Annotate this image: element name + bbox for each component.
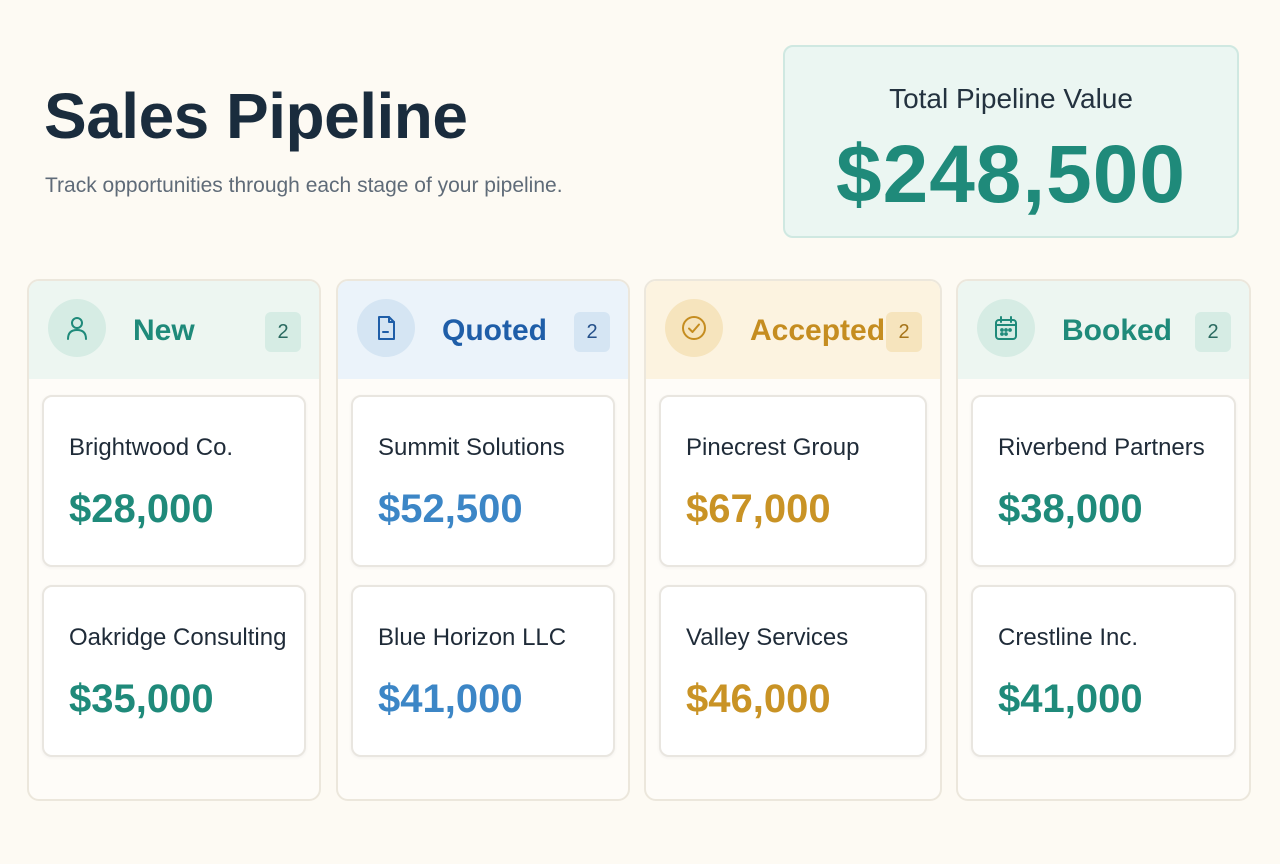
- page-subtitle: Track opportunities through each stage o…: [45, 174, 563, 197]
- column-title: Booked: [1062, 314, 1173, 347]
- deal-name: Blue Horizon LLC: [378, 624, 567, 651]
- document-icon: [357, 299, 415, 357]
- pipeline-column-new: New 2 Brightwood Co. $28,000 Oakridge Co…: [27, 279, 321, 801]
- total-pipeline-card: Total Pipeline Value $248,500: [783, 45, 1239, 238]
- column-title: New: [133, 314, 195, 347]
- deal-name: Brightwood Co.: [69, 434, 234, 461]
- column-count-badge: 2: [1195, 312, 1231, 352]
- deal-card[interactable]: Crestline Inc. $41,000: [971, 585, 1236, 757]
- page-title: Sales Pipeline: [44, 80, 468, 152]
- deal-card[interactable]: Brightwood Co. $28,000: [42, 395, 306, 567]
- total-pipeline-label: Total Pipeline Value: [889, 83, 1133, 114]
- deal-card[interactable]: Oakridge Consulting $35,000: [42, 585, 306, 757]
- column-title: Quoted: [442, 314, 547, 347]
- deal-value: $41,000: [378, 677, 523, 721]
- deal-card[interactable]: Blue Horizon LLC $41,000: [351, 585, 615, 757]
- deal-name: Crestline Inc.: [998, 624, 1139, 651]
- deal-value: $35,000: [69, 677, 214, 721]
- pipeline-column-quoted: Quoted 2 Summit Solutions $52,500 Blue H…: [336, 279, 630, 801]
- column-title: Accepted: [750, 314, 886, 347]
- deal-card[interactable]: Valley Services $46,000: [659, 585, 927, 757]
- deal-card[interactable]: Riverbend Partners $38,000: [971, 395, 1236, 567]
- pipeline-column-booked: Booked 2 Riverbend Partners $38,000 Cres…: [956, 279, 1251, 801]
- column-header[interactable]: Accepted 2: [646, 281, 940, 379]
- deal-card[interactable]: Pinecrest Group $67,000: [659, 395, 927, 567]
- deal-card[interactable]: Summit Solutions $52,500: [351, 395, 615, 567]
- deal-value: $46,000: [686, 677, 831, 721]
- deal-value: $52,500: [378, 487, 523, 531]
- check-circle-icon: [665, 299, 723, 357]
- column-header[interactable]: New 2: [29, 281, 319, 379]
- column-header[interactable]: Booked 2: [958, 281, 1249, 379]
- column-header[interactable]: Quoted 2: [338, 281, 628, 379]
- deal-value: $38,000: [998, 487, 1143, 531]
- column-count-badge: 2: [265, 312, 301, 352]
- deal-value: $41,000: [998, 677, 1143, 721]
- user-icon: [48, 299, 106, 357]
- deal-name: Summit Solutions: [378, 434, 565, 461]
- total-pipeline-value: $248,500: [835, 129, 1186, 220]
- calendar-icon: [977, 299, 1035, 357]
- column-count-badge: 2: [574, 312, 610, 352]
- pipeline-column-accepted: Accepted 2 Pinecrest Group $67,000 Valle…: [644, 279, 942, 801]
- deal-value: $67,000: [686, 487, 831, 531]
- deal-value: $28,000: [69, 487, 214, 531]
- deal-name: Oakridge Consulting: [69, 624, 287, 651]
- deal-name: Pinecrest Group: [686, 434, 860, 461]
- deal-name: Valley Services: [686, 624, 849, 651]
- column-count-badge: 2: [886, 312, 922, 352]
- deal-name: Riverbend Partners: [998, 434, 1205, 461]
